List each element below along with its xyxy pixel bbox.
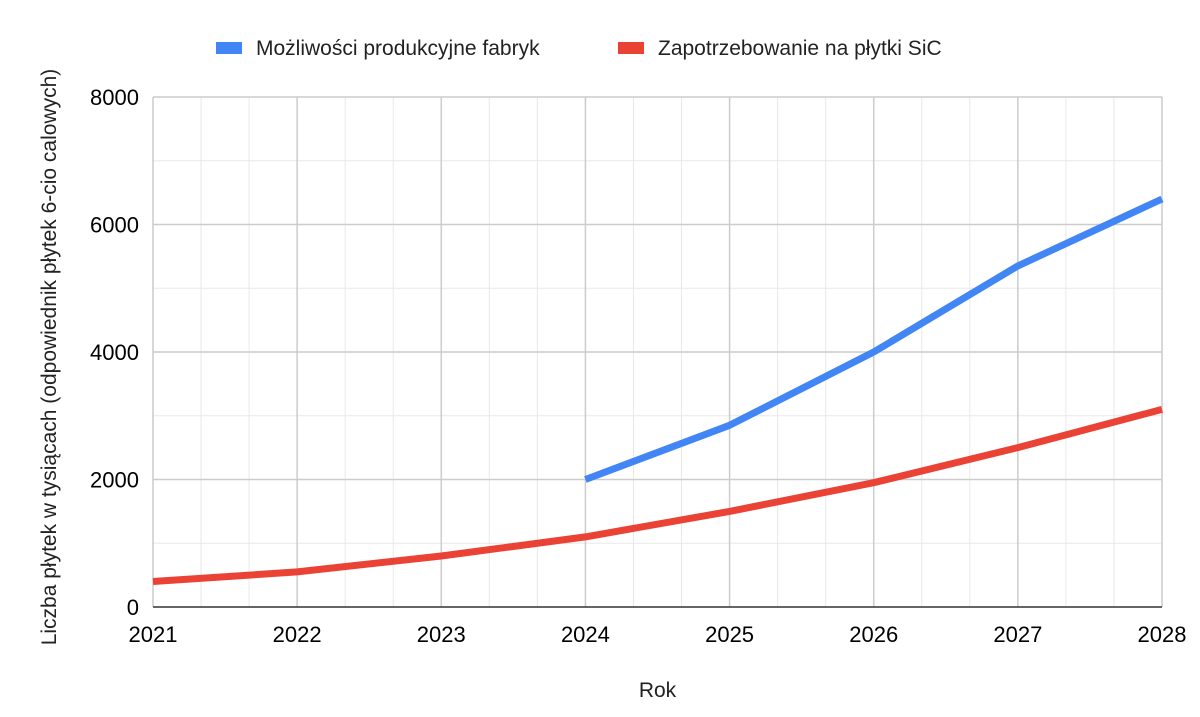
- y-tick-label: 0: [127, 595, 139, 620]
- series-lines: [152, 195, 1164, 585]
- y-tick-label: 8000: [90, 85, 139, 110]
- series-line-2: [152, 406, 1163, 585]
- legend: Możliwości produkcyjne fabryk Zapotrzebow…: [216, 37, 942, 60]
- x-tick-label: 2026: [849, 622, 898, 647]
- x-tick-label: 2024: [561, 622, 610, 647]
- legend-label-1: Możliwości produkcyjne fabryk: [256, 37, 540, 60]
- x-axis-title: Rok: [639, 679, 677, 702]
- y-tick-label: 4000: [90, 340, 139, 365]
- x-tick-label: 2023: [417, 622, 466, 647]
- y-tick-label: 6000: [90, 213, 139, 238]
- legend-swatch-1: [216, 42, 242, 54]
- x-tick-label: 2022: [273, 622, 322, 647]
- series-line-1: [584, 195, 1164, 483]
- x-tick-label: 2021: [129, 622, 178, 647]
- y-tick-labels: 0 2000 4000 6000 8000: [90, 85, 139, 620]
- legend-label-2: Zapotrzebowanie na płytki SiC: [658, 37, 942, 60]
- x-tick-label: 2027: [993, 622, 1042, 647]
- legend-swatch-2: [618, 42, 644, 54]
- x-tick-label: 2025: [705, 622, 754, 647]
- y-axis-title: Liczba płytek w tysiącach (odpowiednik p…: [38, 69, 61, 646]
- x-tick-label: 2028: [1138, 622, 1187, 647]
- x-tick-labels: 2021 2022 2023 2024 2025 2026 2027 2028: [129, 622, 1187, 647]
- y-tick-label: 2000: [90, 468, 139, 493]
- grid: [152, 96, 1163, 607]
